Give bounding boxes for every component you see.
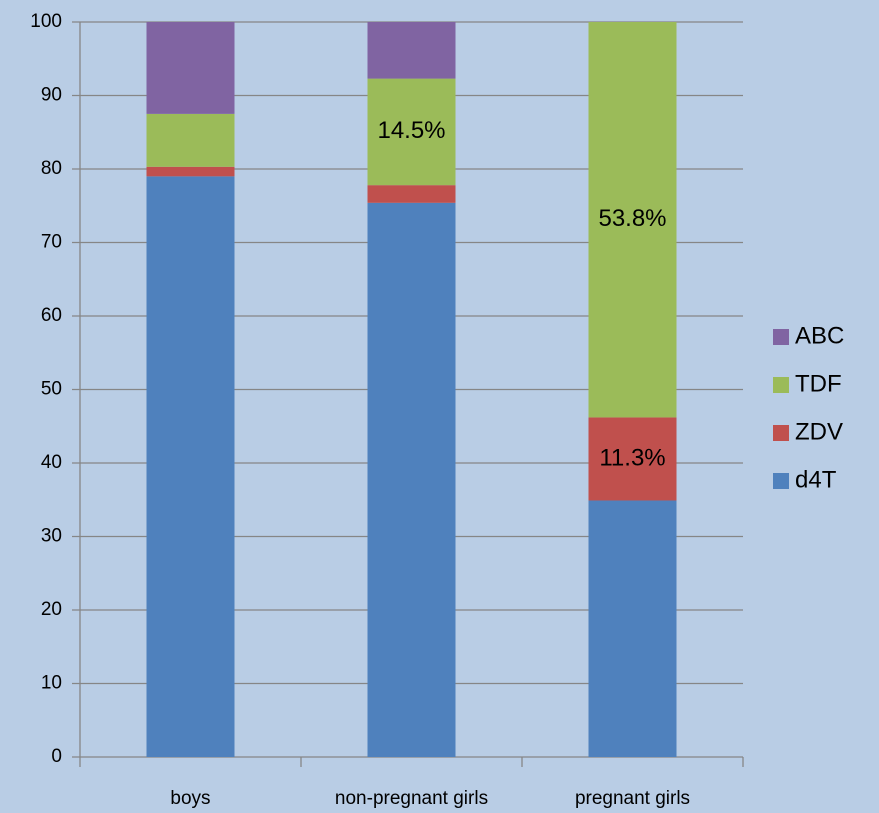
y-tick-label: 0 — [51, 746, 62, 767]
bar-segment — [146, 166, 235, 177]
y-tick-label: 40 — [41, 452, 62, 473]
legend-label: ZDV — [795, 418, 843, 445]
y-tick-label: 10 — [41, 673, 62, 694]
legend-swatch — [773, 473, 789, 489]
bar-segment — [588, 417, 677, 501]
y-tick-label: 30 — [41, 526, 62, 547]
x-tick-label: pregnant girls — [575, 788, 690, 809]
y-tick-label: 70 — [41, 232, 62, 253]
bar-segment — [146, 113, 235, 167]
y-tick-label: 90 — [41, 85, 62, 106]
bar-segment — [367, 202, 456, 757]
y-tick-label: 20 — [41, 599, 62, 620]
x-tick-label: non-pregnant girls — [335, 788, 488, 809]
legend-label: ABC — [795, 322, 844, 349]
y-tick-label: 60 — [41, 305, 62, 326]
x-tick-label: boys — [170, 788, 210, 809]
legend-swatch — [773, 425, 789, 441]
data-label: 14.5% — [377, 117, 445, 144]
data-label: 53.8% — [598, 205, 666, 232]
y-tick-label: 100 — [30, 11, 62, 32]
bar-segment — [367, 185, 456, 203]
legend-label: TDF — [795, 370, 842, 397]
y-tick-label: 50 — [41, 379, 62, 400]
y-tick-label: 80 — [41, 158, 62, 179]
bar-segment — [588, 22, 677, 418]
data-label: 11.3% — [599, 444, 665, 471]
bar-segment — [146, 22, 235, 114]
bar-segment — [588, 500, 677, 757]
legend-swatch — [773, 377, 789, 393]
bar-segment — [367, 22, 456, 79]
bar-segment — [146, 176, 235, 758]
legend-swatch — [773, 329, 789, 345]
bar-segment — [367, 78, 456, 186]
legend-label: d4T — [795, 466, 837, 493]
